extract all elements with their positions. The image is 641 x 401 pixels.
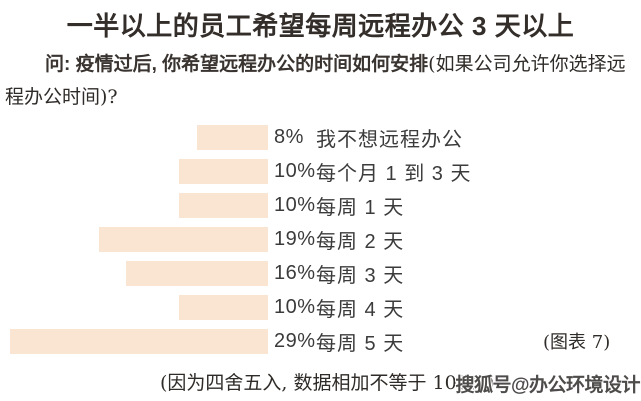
- bar: [179, 159, 268, 184]
- rounding-note: (因为四舍五入, 数据相加不等于 100%): [160, 372, 495, 394]
- question-block: 问: 疫情过后, 你希望远程办公的时间如何安排(如果公司允许你选择远 程办公时间…: [0, 48, 641, 113]
- bar-value-label: 16%: [274, 262, 316, 284]
- figure-number-note: (图表 7): [543, 332, 611, 353]
- bar-value-label: 10%: [274, 296, 316, 318]
- bar-value-label: 10%: [274, 194, 316, 216]
- chart-row: 10% 每个月 1 到 3 天: [10, 159, 472, 185]
- bar-track: [10, 125, 268, 150]
- bar-category-label: 每周 1 天: [316, 197, 405, 219]
- bar-track: [10, 261, 268, 286]
- bar: [10, 329, 268, 354]
- chart-row: 16% 每周 3 天: [10, 261, 471, 287]
- bar-track: [10, 159, 268, 184]
- bar: [99, 227, 268, 252]
- watermark: 搜狐号@办公环境设计: [455, 375, 640, 396]
- question-bold-text: 问: 疫情过后, 你希望远程办公的时间如何安排: [45, 54, 429, 75]
- bar-value-label: 19%: [274, 228, 316, 250]
- bar-value-label: 10%: [274, 160, 316, 182]
- bar-value-label: 29%: [274, 330, 316, 352]
- chart-title: 一半以上的员工希望每周远程办公 3 天以上: [66, 11, 575, 41]
- bar: [179, 295, 268, 320]
- bar-category-label: 每个月 1 到 3 天: [316, 163, 472, 185]
- question-paren-part-1: (如果公司允许你选择远: [428, 53, 626, 75]
- bar: [197, 125, 268, 150]
- bar: [126, 261, 268, 286]
- bar-track: [10, 227, 268, 252]
- chart-row: 19% 每周 2 天: [10, 227, 471, 253]
- bar-chart: 8% 我不想远程办公 10% 每个月 1 到 3 天 10% 每周 1 天 19…: [10, 125, 471, 363]
- question-line-1: 问: 疫情过后, 你希望远程办公的时间如何安排(如果公司允许你选择远: [0, 48, 641, 81]
- bar-value-label: 8%: [274, 126, 304, 148]
- bar-category-label: 每周 5 天: [316, 333, 405, 355]
- bar-category-label: 每周 2 天: [316, 231, 405, 253]
- bar-category-label: 每周 4 天: [316, 299, 405, 321]
- chart-row: 8% 我不想远程办公: [10, 125, 471, 151]
- question-paren-part-2: 程办公时间)?: [5, 86, 118, 108]
- bar-track: [10, 329, 268, 354]
- bar-track: [10, 295, 268, 320]
- bar-track: [10, 193, 268, 218]
- chart-row: 10% 每周 1 天: [10, 193, 471, 219]
- bar: [179, 193, 268, 218]
- bar-category-label: 每周 3 天: [316, 265, 405, 287]
- chart-row: 10% 每周 4 天: [10, 295, 471, 321]
- bar-category-label: 我不想远程办公: [316, 129, 463, 151]
- chart-row: 29% 每周 5 天: [10, 329, 471, 355]
